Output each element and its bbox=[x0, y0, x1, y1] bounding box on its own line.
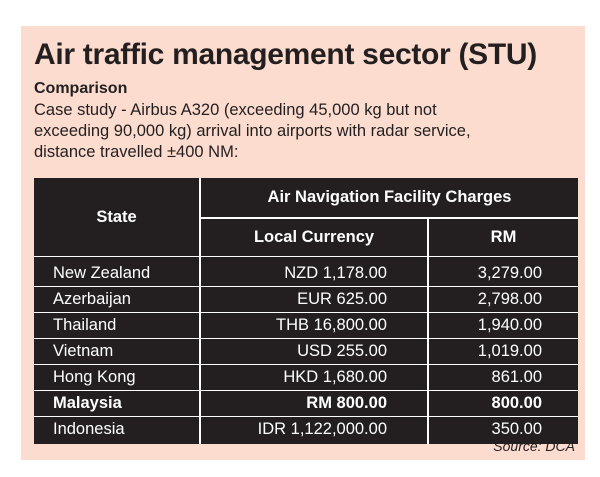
table-body: New Zealand NZD 1,178.00 3,279.00 Azerbaija… bbox=[34, 256, 578, 444]
page-title: Air traffic management sector (STU) bbox=[34, 38, 537, 71]
source-note: Source: DCA bbox=[493, 438, 575, 454]
local-currency-cell: RM 800.00 bbox=[199, 390, 428, 417]
description-line: Case study - Airbus A320 (exceeding 45,0… bbox=[34, 101, 437, 119]
charges-table: State Air Navigation Facility Charges Lo… bbox=[34, 178, 578, 444]
rm-cell: 1,019.00 bbox=[427, 338, 578, 365]
table-row: Indonesia IDR 1,122,000.00 350.00 bbox=[34, 416, 578, 444]
description-line: distance travelled ±400 NM: bbox=[34, 143, 239, 161]
state-cell: Thailand bbox=[34, 312, 200, 339]
state-cell: Indonesia bbox=[34, 416, 200, 444]
table-row: Azerbaijan EUR 625.00 2,798.00 bbox=[34, 286, 578, 313]
rm-cell: 3,279.00 bbox=[427, 256, 578, 287]
table-row: Malaysia RM 800.00 800.00 bbox=[34, 390, 578, 417]
case-study-description: Case study - Airbus A320 (exceeding 45,0… bbox=[34, 100, 579, 163]
state-cell: Hong Kong bbox=[34, 364, 200, 391]
local-currency-cell: NZD 1,178.00 bbox=[199, 256, 428, 287]
state-cell: Vietnam bbox=[34, 338, 200, 365]
table-row: New Zealand NZD 1,178.00 3,279.00 bbox=[34, 256, 578, 287]
rm-column-header: RM bbox=[427, 217, 578, 257]
state-column-header: State bbox=[34, 178, 200, 257]
table-row: Vietnam USD 255.00 1,019.00 bbox=[34, 338, 578, 365]
table-row: Thailand THB 16,800.00 1,940.00 bbox=[34, 312, 578, 339]
local-currency-column-header: Local Currency bbox=[199, 217, 428, 257]
infographic-card: Air traffic management sector (STU) Comp… bbox=[21, 26, 585, 460]
state-cell: New Zealand bbox=[34, 256, 200, 287]
rm-cell: 861.00 bbox=[427, 364, 578, 391]
rm-cell: 2,798.00 bbox=[427, 286, 578, 313]
charges-group-header: Air Navigation Facility Charges bbox=[199, 178, 578, 219]
local-currency-cell: USD 255.00 bbox=[199, 338, 428, 365]
local-currency-cell: THB 16,800.00 bbox=[199, 312, 428, 339]
local-currency-cell: EUR 625.00 bbox=[199, 286, 428, 313]
table-row: Hong Kong HKD 1,680.00 861.00 bbox=[34, 364, 578, 391]
local-currency-cell: HKD 1,680.00 bbox=[199, 364, 428, 391]
section-subtitle: Comparison bbox=[34, 80, 128, 97]
rm-cell: 350.00 bbox=[427, 416, 578, 444]
state-cell: Azerbaijan bbox=[34, 286, 200, 313]
state-cell: Malaysia bbox=[34, 390, 200, 417]
rm-cell: 800.00 bbox=[427, 390, 578, 417]
description-line: exceeding 90,000 kg) arrival into airpor… bbox=[34, 122, 471, 140]
local-currency-cell: IDR 1,122,000.00 bbox=[199, 416, 428, 444]
rm-cell: 1,940.00 bbox=[427, 312, 578, 339]
